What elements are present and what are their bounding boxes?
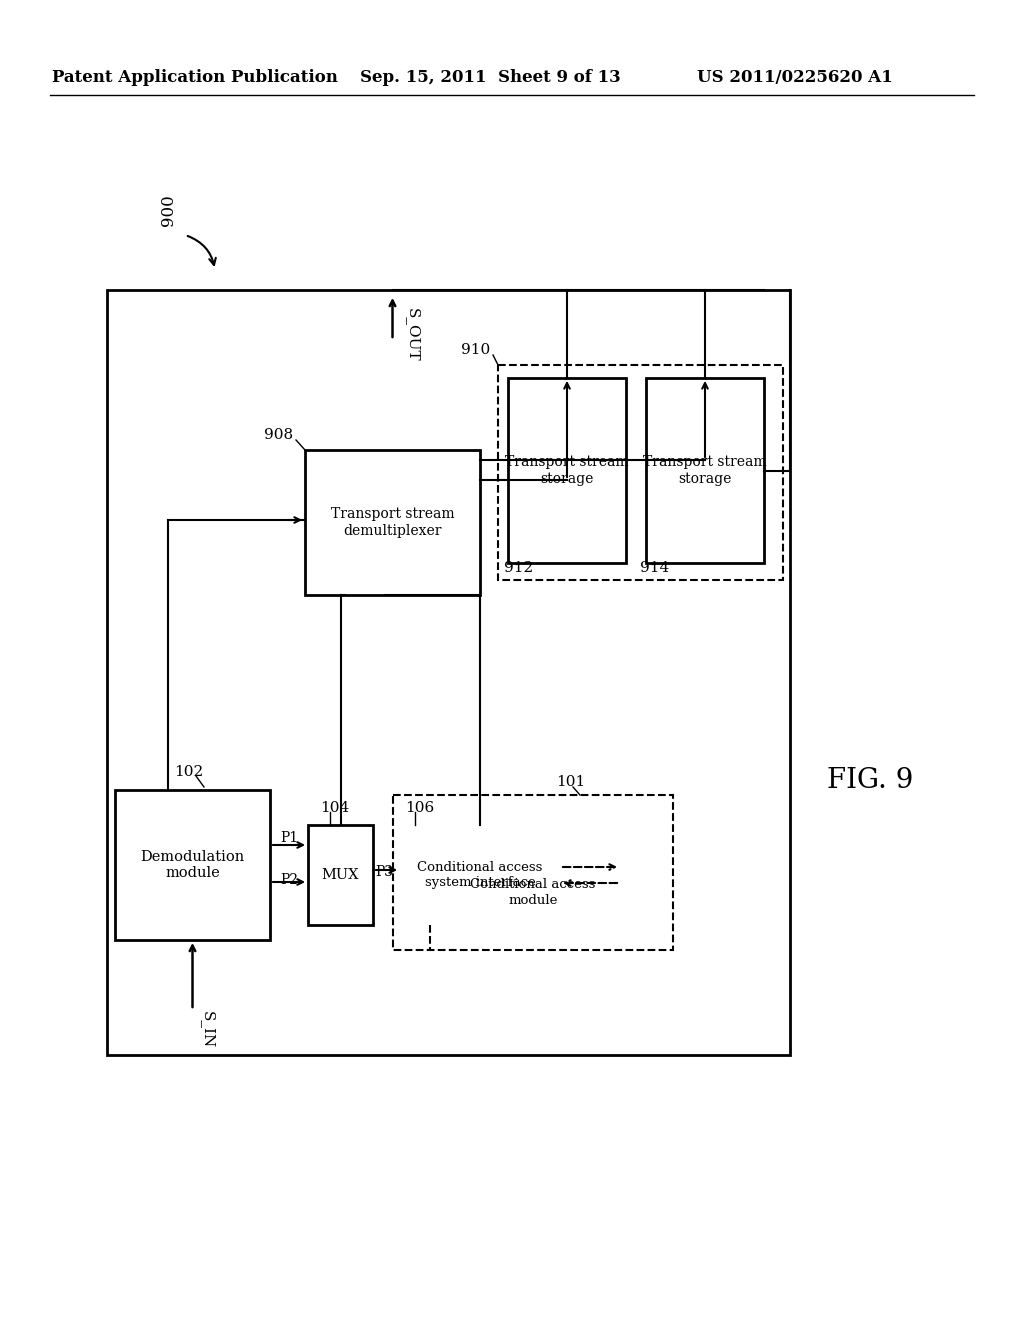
Text: 900: 900: [160, 194, 176, 226]
Text: 102: 102: [174, 766, 203, 779]
Bar: [400, 825, 560, 925]
Bar: [106, 290, 790, 1055]
Text: Demodulation
module: Demodulation module: [140, 850, 245, 880]
Text: Sep. 15, 2011  Sheet 9 of 13: Sep. 15, 2011 Sheet 9 of 13: [359, 70, 621, 87]
Text: 104: 104: [319, 801, 349, 814]
Text: 106: 106: [406, 801, 434, 814]
Text: P3: P3: [375, 865, 393, 879]
Text: P2: P2: [280, 873, 298, 887]
Bar: [308, 825, 373, 925]
Text: Transport stream
storage: Transport stream storage: [643, 455, 767, 486]
Text: Transport stream
storage: Transport stream storage: [505, 455, 629, 486]
Bar: [508, 378, 626, 564]
Text: P1: P1: [280, 832, 298, 845]
FancyArrowPatch shape: [187, 236, 216, 265]
Text: 910: 910: [461, 343, 490, 356]
Bar: [305, 450, 480, 595]
Bar: [115, 789, 270, 940]
Text: 912: 912: [504, 561, 534, 576]
Text: FIG. 9: FIG. 9: [826, 767, 913, 793]
Text: Patent Application Publication: Patent Application Publication: [52, 70, 338, 87]
Bar: [393, 795, 673, 950]
Text: Transport stream
demultiplexer: Transport stream demultiplexer: [331, 507, 455, 537]
Text: S_OUT: S_OUT: [406, 308, 420, 362]
Text: 914: 914: [640, 561, 670, 576]
Text: 908: 908: [264, 428, 293, 442]
Text: Conditional access
system interface: Conditional access system interface: [418, 861, 543, 888]
Text: S_IN: S_IN: [200, 1011, 215, 1048]
Text: Conditional access
module: Conditional access module: [470, 879, 596, 907]
Text: 101: 101: [556, 775, 586, 789]
Bar: [646, 378, 764, 564]
Bar: [498, 366, 783, 579]
Text: US 2011/0225620 A1: US 2011/0225620 A1: [697, 70, 893, 87]
Text: MUX: MUX: [322, 869, 359, 882]
